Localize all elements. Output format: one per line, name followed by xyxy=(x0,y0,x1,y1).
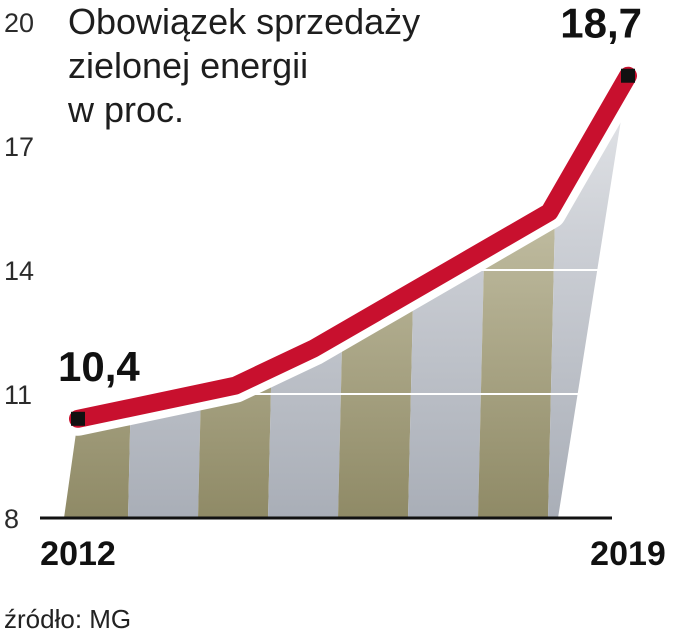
chart-title-line: Obowiązek sprzedaży xyxy=(68,1,420,42)
y-tick-label: 8 xyxy=(4,504,19,534)
series-line xyxy=(69,66,637,428)
y-tick-label: 17 xyxy=(4,132,34,162)
data-labels: 10,4 18,7 xyxy=(58,0,642,390)
data-label: 18,7 xyxy=(560,0,642,47)
series-line-group xyxy=(61,58,645,436)
y-tick-label: 11 xyxy=(4,380,32,410)
x-tick-label: 2012 xyxy=(40,535,116,573)
x-tick-label: 2019 xyxy=(590,535,666,573)
point-markers xyxy=(71,68,635,426)
area-band xyxy=(338,75,420,518)
point-marker xyxy=(71,411,85,426)
chart-title-line: w proc. xyxy=(67,89,184,130)
y-tick-label: 20 xyxy=(4,8,34,38)
chart-title: Obowiązek sprzedaży zielonej energii w pro… xyxy=(67,1,420,130)
source-label: źródło: MG xyxy=(4,604,131,634)
chart-title-line: zielonej energii xyxy=(68,45,308,86)
x-axis-ticks: 2012 2019 xyxy=(40,535,666,573)
point-marker xyxy=(621,68,635,83)
data-label: 10,4 xyxy=(58,343,140,390)
y-tick-label: 14 xyxy=(4,256,34,286)
y-axis-ticks: 8 11 14 17 20 xyxy=(4,8,34,534)
